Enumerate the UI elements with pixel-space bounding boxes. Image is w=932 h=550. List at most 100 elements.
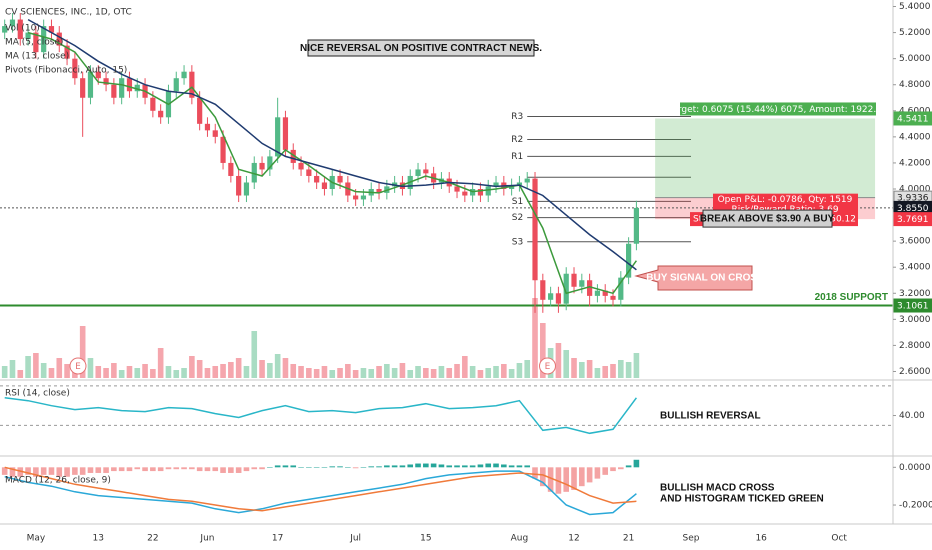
macd-histogram-bar bbox=[17, 467, 24, 477]
macd-histogram-bar bbox=[602, 467, 609, 475]
macd-histogram-bar bbox=[72, 467, 78, 475]
volume-bar bbox=[274, 354, 281, 378]
volume-bar bbox=[56, 358, 63, 378]
volume-bar bbox=[602, 366, 609, 378]
macd-histogram-bar bbox=[9, 467, 16, 477]
macd-histogram-bar bbox=[204, 467, 211, 472]
volume-bar bbox=[220, 364, 226, 378]
candle-body bbox=[493, 182, 499, 187]
macd-histogram-bar bbox=[157, 467, 164, 472]
macd-histogram-bar bbox=[594, 467, 601, 479]
macd-histogram-bar bbox=[337, 466, 343, 468]
macd-histogram-bar bbox=[540, 467, 546, 487]
candle-body bbox=[571, 273, 577, 287]
volume-bar bbox=[407, 370, 414, 378]
macd-histogram-bar bbox=[220, 467, 226, 473]
annotation: NICE REVERSAL ON POSITIVE CONTRACT NEWS. bbox=[300, 43, 542, 54]
macd-histogram-bar bbox=[430, 463, 437, 468]
macd-histogram-bar bbox=[243, 467, 250, 472]
volume-bar bbox=[368, 369, 375, 378]
volume-bar bbox=[173, 370, 180, 378]
volume-bar bbox=[282, 358, 289, 378]
volume-bar bbox=[610, 364, 616, 378]
volume-bar bbox=[48, 368, 55, 378]
macd-histogram-bar bbox=[407, 464, 414, 468]
volume-bar bbox=[571, 358, 577, 378]
volume-bar bbox=[313, 369, 320, 378]
x-tick-label: Jun bbox=[199, 534, 214, 544]
candle-body bbox=[48, 26, 55, 33]
volume-bar bbox=[618, 360, 624, 378]
volume-bar bbox=[516, 363, 523, 378]
candle-body bbox=[41, 26, 47, 53]
callout-box bbox=[634, 265, 753, 291]
macd-histogram-bar bbox=[290, 465, 297, 468]
y-tick-label: 2.6000 bbox=[899, 367, 931, 377]
candle-body bbox=[228, 162, 234, 176]
annotation: AND HISTOGRAM TICKED GREEN bbox=[660, 494, 824, 505]
candle-body bbox=[321, 182, 328, 189]
price-tag bbox=[893, 298, 932, 313]
candle-body bbox=[267, 156, 273, 170]
volume-bar bbox=[259, 360, 265, 378]
candle-body bbox=[337, 175, 343, 183]
candle-body bbox=[236, 175, 242, 196]
x-tick-label: 21 bbox=[623, 534, 634, 544]
legend-entry: MA (5, close) bbox=[5, 38, 63, 48]
event-label: E bbox=[545, 362, 551, 372]
candle-body bbox=[290, 149, 296, 163]
x-tick-label: 12 bbox=[568, 534, 579, 544]
macd-histogram-bar bbox=[173, 467, 180, 470]
volume-bar bbox=[40, 363, 47, 378]
candle-body bbox=[204, 123, 211, 131]
y-tick-label: 2.8000 bbox=[899, 341, 931, 351]
candle-body bbox=[275, 117, 281, 157]
macd-histogram-bar bbox=[189, 467, 195, 470]
volume-bar bbox=[212, 366, 219, 378]
candle-body bbox=[243, 182, 250, 196]
volume-bar bbox=[454, 364, 460, 378]
macd-histogram-bar bbox=[142, 467, 148, 472]
macd-histogram-bar bbox=[469, 465, 476, 468]
volume-bar bbox=[633, 353, 640, 378]
pnl-label: Open P&L: -0.0786, Qty: 1519 bbox=[718, 195, 853, 205]
candle-body bbox=[548, 293, 554, 300]
volume-bar bbox=[337, 368, 343, 378]
candle-body bbox=[306, 169, 312, 176]
volume-bar bbox=[111, 363, 117, 378]
macd-histogram-bar bbox=[586, 467, 593, 483]
macd-histogram-bar bbox=[524, 465, 531, 468]
event-marker bbox=[69, 357, 87, 375]
volume-bar bbox=[391, 368, 398, 378]
macd-histogram-bar bbox=[87, 467, 94, 473]
macd-line bbox=[4, 466, 637, 512]
volume-bar bbox=[17, 370, 24, 378]
volume-bar bbox=[126, 366, 133, 378]
rsi-line bbox=[4, 397, 638, 435]
macd-histogram-bar bbox=[259, 467, 265, 470]
macd-histogram-bar bbox=[111, 467, 117, 472]
volume-bar bbox=[79, 326, 86, 378]
price-tag bbox=[893, 212, 932, 227]
candle-body bbox=[626, 243, 632, 278]
stop-label: 50.12 bbox=[830, 215, 856, 225]
macd-histogram-bar bbox=[399, 465, 406, 468]
macd-histogram-bar bbox=[462, 465, 468, 468]
y-tick-label: 4.6000 bbox=[899, 106, 931, 116]
volume-bar bbox=[501, 364, 507, 378]
candle-body bbox=[454, 186, 460, 192]
macd-histogram-bar bbox=[352, 467, 359, 469]
macd-histogram-bar bbox=[212, 467, 219, 472]
candle-body bbox=[579, 280, 585, 287]
volume-bar bbox=[462, 356, 468, 378]
volume-bar bbox=[524, 360, 531, 378]
candle-body bbox=[376, 189, 382, 193]
price-tag-label: 3.7691 bbox=[897, 215, 929, 225]
candle-body bbox=[103, 78, 109, 85]
price-tag-label: 3.9336 bbox=[897, 194, 929, 204]
volume-bar bbox=[189, 356, 195, 378]
target-label: Target: 0.6075 (15.44%) 6075, Amount: 19… bbox=[667, 105, 888, 115]
event-marker bbox=[538, 357, 556, 375]
macd-histogram-bar bbox=[345, 467, 351, 468]
